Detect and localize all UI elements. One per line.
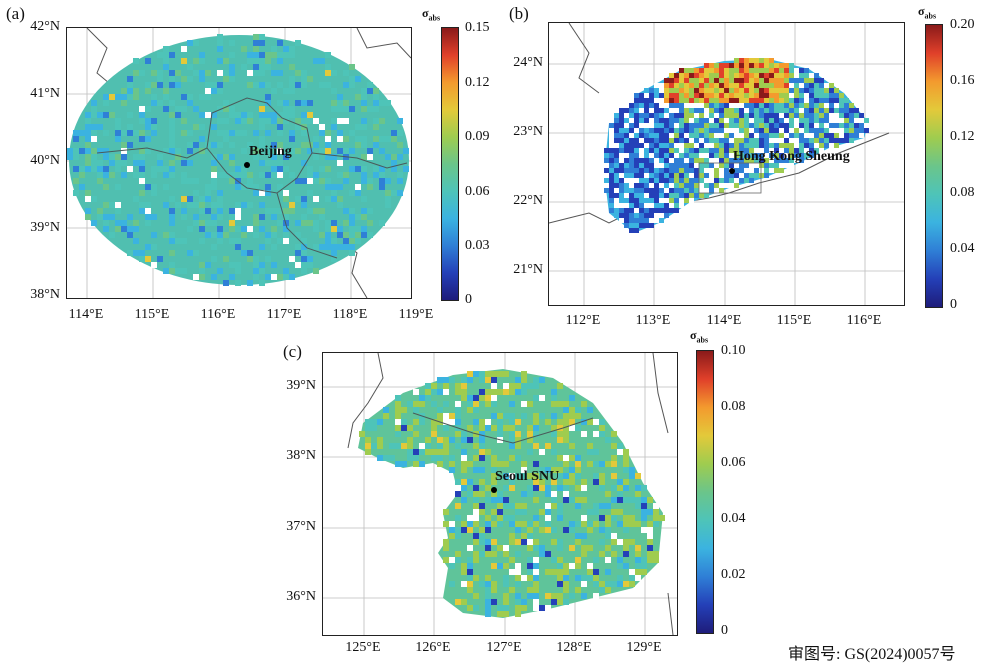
- lon-tick: 114°E: [68, 307, 104, 322]
- panel-a-label: (a): [6, 4, 25, 23]
- lon-tick: 112°E: [565, 313, 601, 328]
- panel-b-site-marker: [729, 168, 735, 174]
- colorbar-tick: 0.04: [950, 241, 975, 256]
- panel-a-province-lines: [96, 97, 408, 259]
- panel-b-field: [549, 23, 904, 305]
- colorbar-tick: 0.12: [465, 75, 490, 90]
- panel-a-site-marker: [244, 162, 250, 168]
- panel-b-label: (b): [509, 4, 529, 23]
- panel-b-colorbar-title: σabs: [918, 4, 937, 21]
- panel-a-colorbar: [441, 27, 459, 301]
- lat-tick: 24°N: [513, 55, 543, 70]
- lat-tick: 23°N: [513, 124, 543, 139]
- lat-tick: 21°N: [513, 262, 543, 277]
- lon-tick: 114°E: [706, 313, 742, 328]
- colorbar-tick: 0.04: [721, 511, 746, 526]
- panel-c-field: [323, 353, 677, 635]
- colorbar-tick: 0.15: [465, 20, 490, 35]
- panel-c-site-marker: [491, 487, 497, 493]
- lon-tick: 125°E: [345, 640, 381, 655]
- panel-c-colorbar-title: σabs: [690, 328, 709, 345]
- lat-tick: 38°N: [286, 448, 316, 463]
- colorbar-tick: 0: [721, 623, 728, 638]
- colorbar-tick: 0.12: [950, 129, 975, 144]
- lat-tick: 41°N: [30, 86, 60, 101]
- lat-tick: 37°N: [286, 519, 316, 534]
- lon-tick: 119°E: [398, 307, 434, 322]
- colorbar-tick: 0.03: [465, 238, 490, 253]
- colorbar-tick: 0.08: [950, 185, 975, 200]
- panel-a-field: [67, 28, 411, 298]
- lon-tick: 115°E: [776, 313, 812, 328]
- lon-tick: 116°E: [846, 313, 882, 328]
- colorbar-tick: 0: [465, 292, 472, 307]
- colorbar-tick: 0.06: [721, 455, 746, 470]
- colorbar-tick: 0.06: [465, 184, 490, 199]
- map-approval-number: 审图号: GS(2024)0057号: [788, 646, 956, 663]
- lon-tick: 129°E: [626, 640, 662, 655]
- panel-b-site-label: Hong Kong Sheung: [733, 149, 850, 164]
- colorbar-tick: 0.16: [950, 73, 975, 88]
- lat-tick: 38°N: [30, 287, 60, 302]
- lon-tick: 116°E: [200, 307, 236, 322]
- panel-a-map: Beijing: [66, 27, 412, 299]
- colorbar-tick: 0: [950, 297, 957, 312]
- panel-c-colorbar: [696, 350, 714, 634]
- lon-tick: 115°E: [134, 307, 170, 322]
- colorbar-tick: 0.02: [721, 567, 746, 582]
- colorbar-tick: 0.10: [721, 343, 746, 358]
- lon-tick: 127°E: [486, 640, 522, 655]
- lon-tick: 113°E: [635, 313, 671, 328]
- lat-tick: 36°N: [286, 589, 316, 604]
- lon-tick: 118°E: [332, 307, 368, 322]
- panel-c-label: (c): [283, 342, 302, 361]
- panel-a-site-label: Beijing: [249, 144, 292, 159]
- panel-b-map: Hong Kong Sheung: [548, 22, 905, 306]
- colorbar-tick: 0.08: [721, 399, 746, 414]
- panel-a-colorbar-title: σabs: [422, 6, 441, 23]
- colorbar-tick: 0.09: [465, 129, 490, 144]
- lon-tick: 128°E: [556, 640, 592, 655]
- panel-b-colorbar: [925, 24, 943, 308]
- lat-tick: 39°N: [286, 378, 316, 393]
- colorbar-tick: 0.20: [950, 17, 975, 32]
- lat-tick: 42°N: [30, 19, 60, 34]
- lat-tick: 39°N: [30, 220, 60, 235]
- lat-tick: 22°N: [513, 193, 543, 208]
- lat-tick: 40°N: [30, 153, 60, 168]
- panel-c-map: Seoul SNU: [322, 352, 678, 636]
- lon-tick: 126°E: [415, 640, 451, 655]
- panel-c-site-label: Seoul SNU: [495, 469, 560, 484]
- lon-tick: 117°E: [266, 307, 302, 322]
- panel-c-coastline: [347, 353, 674, 635]
